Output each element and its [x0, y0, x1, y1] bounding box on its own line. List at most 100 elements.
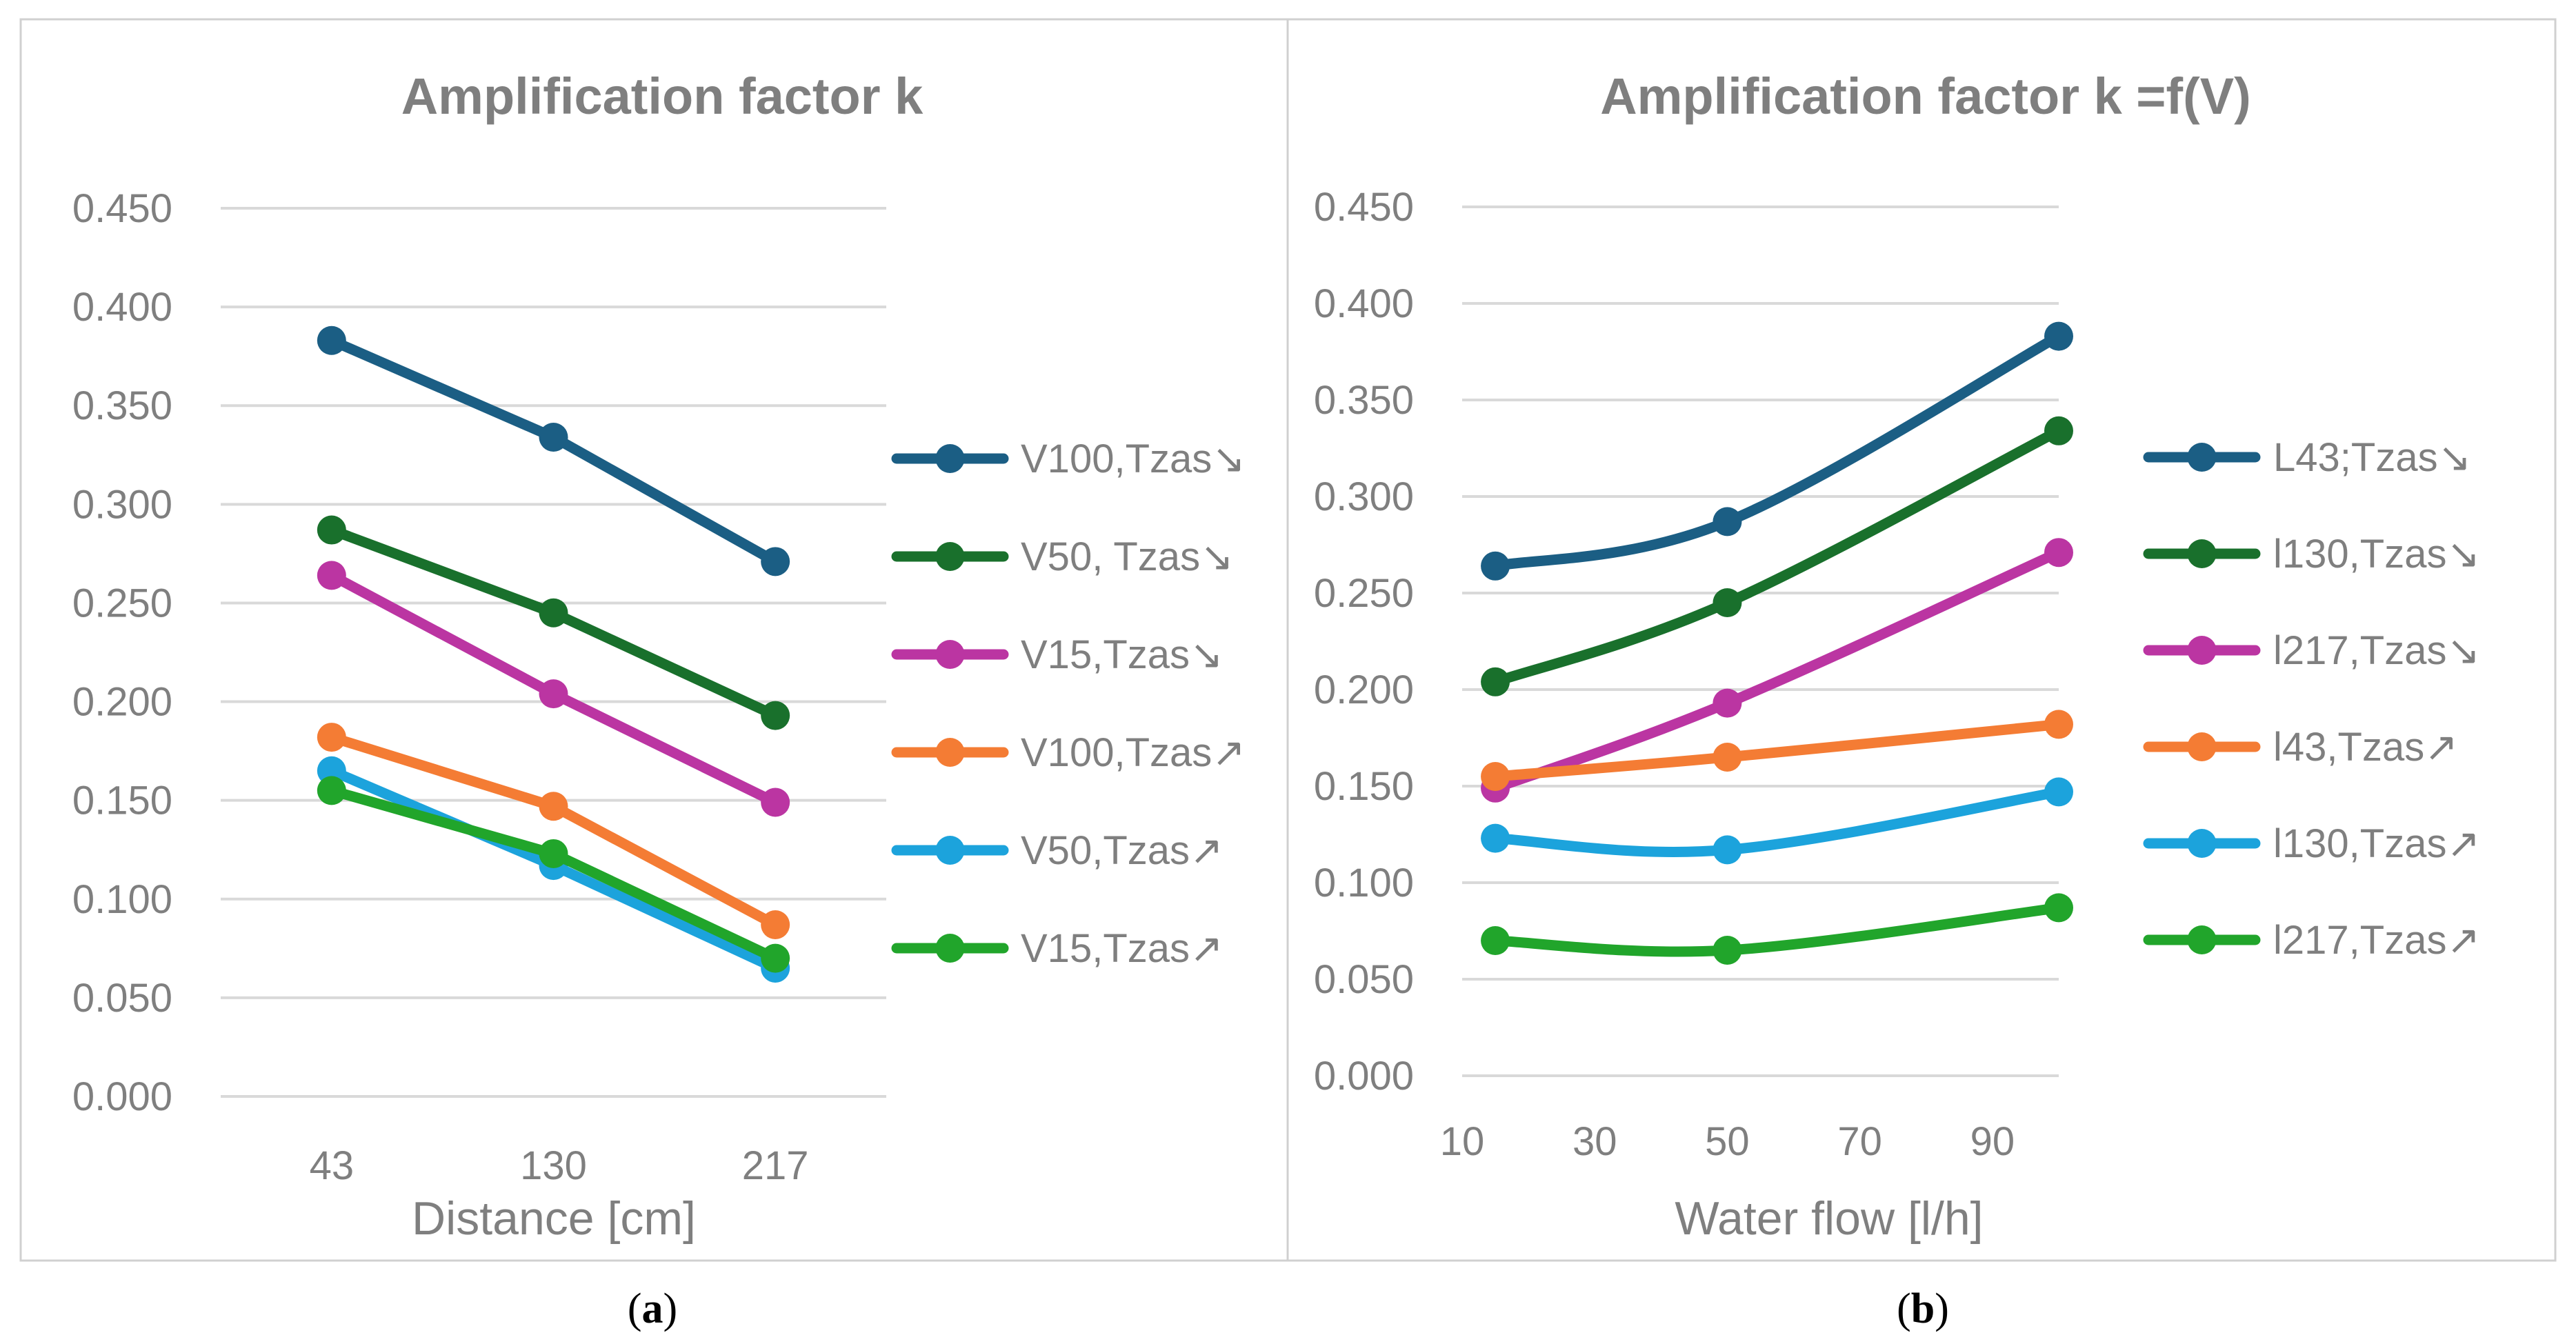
legend-marker [2188, 925, 2217, 954]
data-point [1481, 926, 1510, 955]
y-tick-label: 0.150 [1314, 764, 1414, 809]
y-tick-label: 0.050 [1314, 957, 1414, 1002]
legend-label: l217,Tzas↗ [2273, 918, 2480, 963]
data-point [2044, 322, 2073, 351]
data-point [317, 561, 346, 590]
y-tick-label: 0.250 [1314, 571, 1414, 616]
data-point [2044, 538, 2073, 567]
y-tick-label: 0.200 [72, 680, 172, 725]
series-0 [1481, 322, 2073, 581]
legend-entry: l130,Tzas↘ [2148, 532, 2480, 576]
series-3 [1481, 710, 2073, 791]
data-point [317, 326, 346, 355]
data-point [761, 788, 790, 817]
legend-label: l130,Tzas↘ [2273, 532, 2480, 576]
data-point [1713, 507, 1741, 536]
y-tick-label: 0.250 [72, 581, 172, 625]
chart-a-y-ticks: 0.000 0.050 0.100 0.150 0.200 0.250 0.300 0.350… [72, 186, 172, 1119]
legend-marker [2188, 829, 2217, 858]
data-point [539, 599, 568, 628]
data-point [1713, 835, 1741, 864]
data-point [317, 516, 346, 545]
legend-label: V100,Tzas↘ [1021, 437, 1246, 481]
legend-label: L43;Tzas↘ [2273, 435, 2471, 480]
data-point [761, 547, 790, 576]
legend-label: V50,Tzas↗ [1021, 828, 1224, 873]
series-5 [1481, 893, 2073, 965]
data-point [1713, 689, 1741, 718]
x-tick-label: 130 [520, 1143, 587, 1188]
chart-b: Amplification factor k =f(V) 0.000 0.050 0… [1314, 68, 2480, 1245]
data-point [539, 839, 568, 868]
series-line [1495, 724, 2059, 776]
legend-entry: l43,Tzas↗ [2148, 725, 2458, 770]
x-tick-label: 50 [1705, 1119, 1750, 1164]
data-point [1481, 552, 1510, 581]
x-tick-label: 90 [1970, 1119, 2015, 1164]
data-point [2044, 893, 2073, 922]
chart-b-legend: L43;Tzas↘ l130,Tzas↘ l217,Tzas↘ l43,Tzas↗ l1… [2148, 435, 2480, 963]
legend-entry: V15,Tzas↘ [897, 632, 1224, 677]
x-tick-label: 30 [1572, 1119, 1617, 1164]
legend-marker [936, 542, 965, 571]
y-tick-label: 0.350 [1314, 378, 1414, 423]
legend-marker [936, 934, 965, 963]
y-tick-label: 0.400 [72, 285, 172, 330]
legend-marker [2188, 636, 2217, 665]
x-tick-label: 70 [1837, 1119, 1882, 1164]
data-point [761, 944, 790, 973]
figure: Amplification factor k 0.000 0.050 0.100 0.… [0, 0, 2576, 1344]
x-tick-label: 10 [1440, 1119, 1485, 1164]
legend-entry: l130,Tzas↗ [2148, 821, 2480, 866]
y-tick-label: 0.000 [1314, 1054, 1414, 1099]
y-tick-label: 0.050 [72, 976, 172, 1021]
series-line [1495, 907, 2059, 952]
legend-entry: l217,Tzas↗ [2148, 918, 2480, 963]
series-3 [317, 723, 790, 939]
chart-b-y-ticks: 0.000 0.050 0.100 0.150 0.200 0.250 0.300 0.350… [1314, 185, 1414, 1099]
data-point [1481, 668, 1510, 696]
legend-label: V15,Tzas↘ [1021, 632, 1224, 677]
legend-marker [936, 444, 965, 473]
data-point [2044, 777, 2073, 806]
data-point [539, 792, 568, 821]
legend-marker [2188, 732, 2217, 761]
chart-a-legend: V100,Tzas↘ V50, Tzas↘ V15,Tzas↘ V100,Tzas↗ V… [897, 437, 1246, 971]
data-point [1481, 762, 1510, 791]
legend-label: V50, Tzas↘ [1021, 534, 1234, 579]
legend-entry: V15,Tzas↗ [897, 926, 1224, 971]
legend-label: l43,Tzas↗ [2273, 725, 2458, 770]
data-point [2044, 710, 2073, 739]
caption-b: (b) [1897, 1285, 1949, 1332]
x-tick-label: 217 [742, 1143, 809, 1188]
legend-entry: V50,Tzas↗ [897, 828, 1224, 873]
y-tick-label: 0.100 [1314, 861, 1414, 905]
data-point [1713, 588, 1741, 617]
legend-label: l217,Tzas↘ [2273, 628, 2480, 673]
series-0 [317, 326, 790, 576]
data-point [761, 701, 790, 730]
caption-b-letter: b [1911, 1285, 1935, 1332]
series-line [1495, 337, 2059, 566]
chart-a-plot [317, 326, 790, 983]
legend-marker [2188, 539, 2217, 568]
data-point [1481, 824, 1510, 853]
data-point [317, 723, 346, 752]
y-tick-label: 0.350 [72, 383, 172, 428]
chart-b-title: Amplification factor k =f(V) [1600, 68, 2251, 125]
data-point [1713, 743, 1741, 772]
y-tick-label: 0.150 [72, 779, 172, 823]
caption-a: (a) [628, 1285, 677, 1332]
legend-marker [936, 738, 965, 767]
data-point [2044, 417, 2073, 445]
legend-label: V15,Tzas↗ [1021, 926, 1224, 971]
legend-marker [2188, 443, 2217, 472]
series-4 [317, 756, 790, 983]
legend-entry: V50, Tzas↘ [897, 534, 1234, 579]
y-tick-label: 0.200 [1314, 668, 1414, 712]
series-line [1495, 792, 2059, 852]
legend-marker [936, 640, 965, 669]
chart-a-title: Amplification factor k [401, 68, 923, 125]
y-tick-label: 0.450 [72, 186, 172, 231]
legend-label: l130,Tzas↗ [2273, 821, 2480, 866]
